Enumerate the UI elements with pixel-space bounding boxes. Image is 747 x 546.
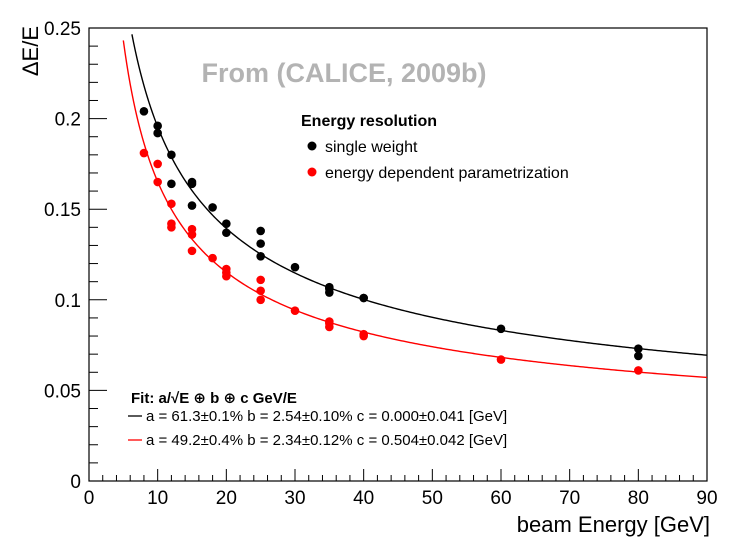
axes: 0 10 20 30 40 50 60 70 80 90 0 0.05 0.1 0.15 0.2 0.25: [44, 19, 718, 509]
data-point-single-weight: [167, 179, 176, 189]
data-point-energy-dependent: [325, 322, 334, 332]
x-tick-label: 90: [696, 488, 717, 509]
x-tick-label: 10: [147, 488, 168, 509]
y-tick-label: 0.05: [44, 381, 81, 402]
data-point-single-weight: [222, 228, 231, 238]
data-point-single-weight: [153, 121, 162, 131]
y-tick-label: 0.2: [55, 110, 81, 131]
data-point-single-weight: [187, 201, 197, 210]
fit-formula: Fit: a/√E ⊕ b ⊕ c GeV/E: [131, 390, 297, 407]
data-point-single-weight: [187, 179, 197, 189]
data-point-energy-dependent: [167, 223, 176, 232]
x-axis-title: beam Energy [GeV]: [517, 512, 710, 537]
data-point-single-weight: [139, 107, 149, 116]
y-tick-label: 0.15: [44, 200, 81, 221]
data-point-single-weight: [222, 219, 231, 228]
data-point-single-weight: [496, 324, 506, 334]
x-tick-label: 40: [353, 488, 374, 509]
y-tick-label: 0.1: [55, 291, 81, 312]
data-point-energy-dependent: [256, 286, 265, 296]
legend-title: Energy resolution: [301, 113, 437, 130]
data-point-energy-dependent: [496, 355, 506, 364]
data-point-energy-dependent: [187, 246, 197, 256]
data-point-single-weight: [634, 351, 643, 361]
data-point-energy-dependent: [153, 177, 162, 187]
data-point-energy-dependent: [290, 306, 300, 315]
y-tick-label: 0.25: [44, 19, 81, 40]
data-point-energy-dependent: [139, 148, 149, 158]
data-point-single-weight: [290, 262, 300, 272]
data-point-energy-dependent: [167, 199, 176, 209]
data-point-energy-dependent: [256, 295, 265, 305]
fit-curve-energy-dependent: [122, 40, 708, 379]
x-tick-label: 30: [284, 488, 305, 509]
x-tick-label: 80: [628, 488, 649, 509]
data-point-single-weight: [325, 288, 334, 297]
x-tick-label: 50: [422, 488, 443, 509]
legend-marker-energy-dependent: [307, 167, 317, 177]
data-point-single-weight: [153, 128, 162, 138]
x-tick-label: 0: [84, 488, 95, 509]
x-tick-label: 20: [216, 488, 237, 509]
y-axis-title: ΔE/E: [18, 26, 43, 76]
data-point-energy-dependent: [634, 366, 643, 375]
data-point-single-weight: [256, 239, 265, 248]
data-point-energy-dependent: [187, 230, 197, 239]
fit-params-single-weight: a = 61.3±0.1% b = 2.54±0.10% c = 0.000±0…: [146, 408, 507, 425]
data-point-single-weight: [359, 293, 368, 303]
fit-params-energy-dependent: a = 49.2±0.4% b = 2.34±0.12% c = 0.504±0…: [146, 432, 507, 449]
data-point-energy-dependent: [208, 253, 217, 263]
data-point-energy-dependent: [222, 271, 231, 281]
data-points: [139, 107, 643, 375]
x-tick-label: 60: [490, 488, 511, 509]
watermark-text: From (CALICE, 2009b): [201, 58, 486, 88]
data-point-energy-dependent: [153, 159, 162, 169]
legend-marker-single-weight: [307, 141, 317, 151]
plot-frame: [88, 27, 708, 482]
legend-label-energy-dependent: energy dependent parametrization: [325, 165, 569, 182]
data-point-single-weight: [634, 344, 643, 354]
data-point-single-weight: [208, 203, 217, 212]
data-point-single-weight: [256, 252, 265, 261]
data-point-energy-dependent: [256, 275, 265, 285]
data-point-energy-dependent: [359, 331, 368, 341]
y-tick-label: 0: [70, 472, 81, 493]
legend: Energy resolution single weight energy d…: [301, 113, 569, 182]
data-point-single-weight: [256, 226, 265, 236]
data-point-single-weight: [167, 150, 176, 160]
fit-box: Fit: a/√E ⊕ b ⊕ c GeV/E a = 61.3±0.1% b …: [128, 390, 507, 449]
x-tick-label: 70: [559, 488, 580, 509]
legend-label-single-weight: single weight: [325, 139, 418, 156]
